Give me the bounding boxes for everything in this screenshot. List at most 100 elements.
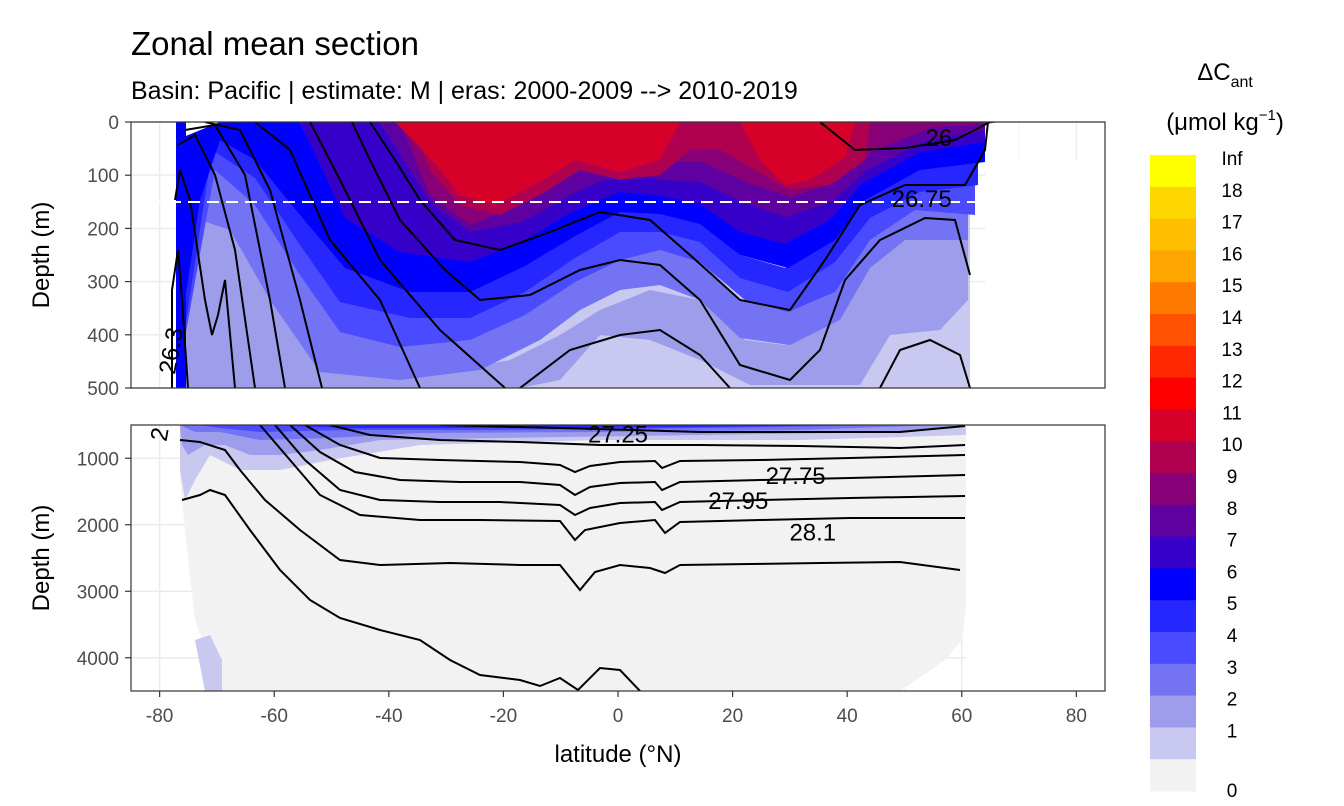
legend-label: 8 — [1227, 499, 1238, 520]
chart-subtitle: Basin: Pacific | estimate: M | eras: 200… — [131, 77, 798, 105]
legend-label: 13 — [1221, 340, 1242, 361]
upper-contour-8 — [351, 122, 971, 382]
legend-title-main: ΔC — [1197, 59, 1230, 86]
legend-units: (μmol kg−1) — [1166, 107, 1284, 136]
legend-color-box — [1150, 155, 1196, 188]
legend-label: 0 — [1227, 781, 1238, 802]
legend-label: 9 — [1227, 467, 1238, 488]
upper-y-tick-label: 0 — [108, 113, 119, 134]
lower-panel — [130, 424, 1106, 692]
contour-label: 26 — [925, 125, 952, 152]
upper-land-mask-east — [970, 300, 1105, 388]
contour-label: 28.1 — [789, 520, 836, 547]
legend-color-box — [1150, 186, 1196, 220]
legend-label: 14 — [1221, 308, 1243, 329]
lower-contour-7 — [329, 425, 966, 450]
upper-contour-11 — [879, 338, 971, 388]
contour-label: 26.75 — [892, 186, 952, 213]
upper-panel — [130, 121, 1106, 389]
lower-contour-5 — [289, 425, 966, 497]
legend-color-box — [1150, 282, 1196, 315]
x-tick-label: 40 — [837, 706, 858, 727]
lower-y-tick-label: 1000 — [77, 449, 119, 470]
x-tick-label: 20 — [722, 706, 743, 727]
upper-contour-10 — [519, 328, 731, 388]
legend-color-box — [1150, 218, 1196, 251]
lower-band-0 — [180, 425, 968, 691]
lower-contour-6 — [304, 425, 966, 474]
contour-label: 27.25 — [588, 421, 648, 448]
lower-field — [180, 425, 1105, 691]
legend-color-box — [1150, 441, 1196, 474]
x-tick-label: 60 — [951, 706, 972, 727]
lower-y-tick-label: 2000 — [77, 516, 119, 537]
legend-label: 17 — [1221, 213, 1242, 234]
legend-label: 12 — [1221, 372, 1242, 393]
x-tick-label: 80 — [1066, 706, 1087, 727]
upper-contours — [171, 122, 991, 388]
upper-band-6 — [176, 122, 985, 388]
upper-band-12 — [440, 122, 640, 190]
legend-label: 16 — [1221, 244, 1242, 265]
legend-color-box — [1150, 473, 1196, 506]
upper-contour-12 — [819, 122, 991, 152]
upper-contour-7 — [309, 122, 506, 388]
y-axis-label-lower: Depth (m) — [28, 505, 55, 612]
legend-label: 11 — [1222, 403, 1242, 424]
legend-color-box — [1150, 568, 1196, 601]
legend-color-box — [1150, 377, 1196, 410]
legend-title-sub: ant — [1231, 74, 1254, 91]
upper-y-tick-label: 100 — [87, 166, 119, 187]
x-tick-label: -80 — [146, 706, 173, 727]
legend-units-b: ) — [1276, 109, 1284, 136]
legend-color-box — [1150, 504, 1196, 538]
legend-color-box — [1150, 632, 1196, 665]
x-tick-label: -20 — [490, 706, 517, 727]
upper-band-7 — [300, 122, 985, 262]
x-tick-label: -60 — [261, 706, 288, 727]
upper-panel-border — [130, 121, 1106, 389]
legend-label: 10 — [1221, 435, 1242, 456]
lower-y-axis: 1000 2000 3000 4000 — [77, 449, 131, 670]
legend-label: 5 — [1227, 594, 1238, 615]
upper-contour-5 — [204, 122, 323, 388]
lower-contour-3 — [259, 425, 965, 542]
legend-title: ΔCant — [1197, 59, 1253, 91]
upper-band-3 — [176, 160, 968, 388]
contour-label: 27.75 — [766, 463, 826, 490]
lower-contours — [179, 425, 966, 691]
legend-color-box — [1150, 345, 1196, 379]
y-axis-label-upper: Depth (m) — [28, 202, 55, 309]
upper-band-4 — [176, 145, 975, 388]
legend-units-a: (μmol kg — [1166, 109, 1259, 136]
legend-label: 7 — [1227, 531, 1238, 552]
x-tick-label: -40 — [375, 706, 402, 727]
upper-y-tick-label: 400 — [87, 326, 119, 347]
upper-field — [176, 122, 1105, 388]
upper-contour-1 — [171, 249, 189, 388]
legend-color-box — [1150, 314, 1196, 347]
legend-color-box — [1150, 727, 1196, 760]
upper-contour-6 — [254, 122, 421, 388]
lower-contour-2 — [179, 439, 961, 592]
lower-contour-8 — [439, 425, 966, 433]
upper-y-tick-label: 300 — [87, 273, 119, 294]
legend-label: 2 — [1227, 690, 1238, 711]
upper-contour-3 — [177, 133, 256, 388]
x-axis: -80 -60 -40 -20 0 20 40 60 80 — [146, 691, 1087, 727]
legend-color-box — [1150, 695, 1196, 728]
contour-label: 2 — [146, 425, 175, 443]
legend-label: 6 — [1227, 562, 1238, 583]
legend-color-box — [1150, 600, 1196, 633]
legend-label: 4 — [1227, 626, 1238, 647]
lower-contour-1 — [181, 488, 641, 691]
lower-contour-4 — [274, 425, 966, 517]
lower-band-5 — [260, 425, 860, 428]
lower-land-mask — [966, 425, 1105, 691]
legend-color-box — [1150, 536, 1196, 569]
legend-label: Inf — [1221, 149, 1243, 170]
upper-contour-2 — [174, 169, 236, 388]
upper-y-axis: 0 100 200 300 400 500 — [87, 113, 131, 400]
